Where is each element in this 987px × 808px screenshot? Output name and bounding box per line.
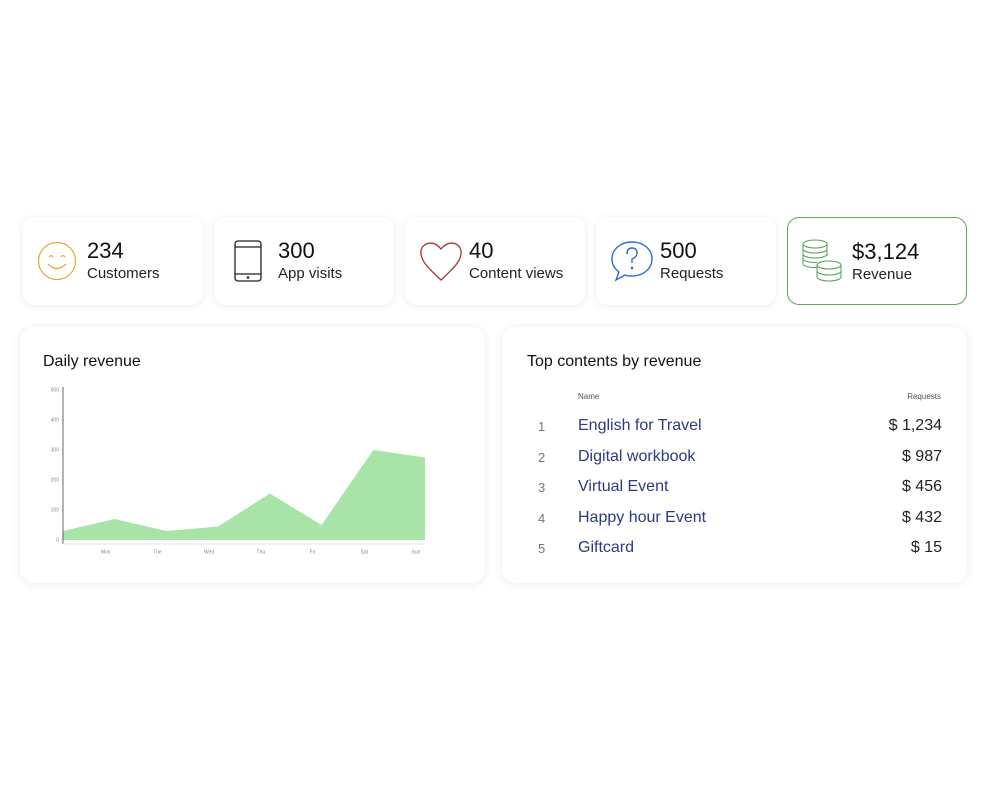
revenue: $ 1,234 [888,417,942,434]
content-name[interactable]: English for Travel [578,417,702,434]
stat-card: 300 App visits [214,217,394,305]
column-header: Name [578,392,600,401]
y-tick-label: 500 [51,387,60,393]
row-index: 5 [538,541,546,556]
content-name[interactable]: Virtual Event [578,478,669,495]
x-tick-label: Thu [257,549,266,555]
stat-label: Customers [87,265,160,282]
x-tick-label: Tue [153,549,162,555]
row-index: 1 [538,419,546,434]
stat-label: Content views [469,265,564,282]
stat-value: 300 [278,238,315,263]
row-index: 3 [538,480,546,495]
x-tick-label: Mon [101,549,111,555]
stat-card: 234 Customers [23,217,203,305]
table-panel: Top contents by revenue Name Requests 1 E… [502,327,967,583]
x-tick-label: Sun [412,549,421,555]
revenue: $ 456 [901,478,942,495]
chart-title: Daily revenue [43,353,141,370]
chart: 0 100 200 300 400 500 Mon Tue Wed Thu Fri Sat Sun [51,387,425,555]
stat-card: 40 Content views [405,217,585,305]
y-tick-label: 0 [56,537,59,543]
table-title: Top contents by revenue [527,353,702,370]
x-tick-label: Fri [310,549,316,555]
y-tick-label: 100 [51,507,60,513]
stat-value: $3,124 [852,239,920,264]
coins-icon [802,239,842,282]
question-icon [611,241,653,282]
revenue: $ 987 [901,447,942,465]
y-tick-label: 200 [51,477,60,483]
stat-card[interactable]: $3,124 Revenue [787,217,967,305]
stat-label: Requests [660,265,724,282]
row-index: 4 [538,510,546,526]
content-name[interactable]: Happy hour Event [578,508,707,526]
stat-label: App visits [278,265,343,282]
stat-value: 40 [469,238,494,263]
revenue: $ 432 [901,508,942,526]
heart-icon [420,242,462,281]
smile-icon [37,241,77,281]
phone-icon [234,240,262,282]
stat-value: 500 [660,238,697,263]
y-tick-label: 300 [51,447,60,453]
y-tick-label: 400 [51,417,60,423]
stat-label: Revenue [852,266,913,283]
revenue: $ 15 [910,539,942,556]
content-name[interactable]: Giftcard [578,539,635,556]
content-name[interactable]: Digital workbook [578,447,696,465]
x-tick-label: Sat [361,549,369,555]
column-header: Requests [907,392,941,401]
row-index: 2 [538,449,546,465]
x-tick-label: Wed [204,549,214,555]
stat-value: 234 [87,238,124,263]
stat-card: 500 Requests [596,217,776,305]
chart-panel: Daily revenue 0 100 200 300 400 500 Mon Tue Wed T… [20,327,485,583]
area [63,450,425,540]
